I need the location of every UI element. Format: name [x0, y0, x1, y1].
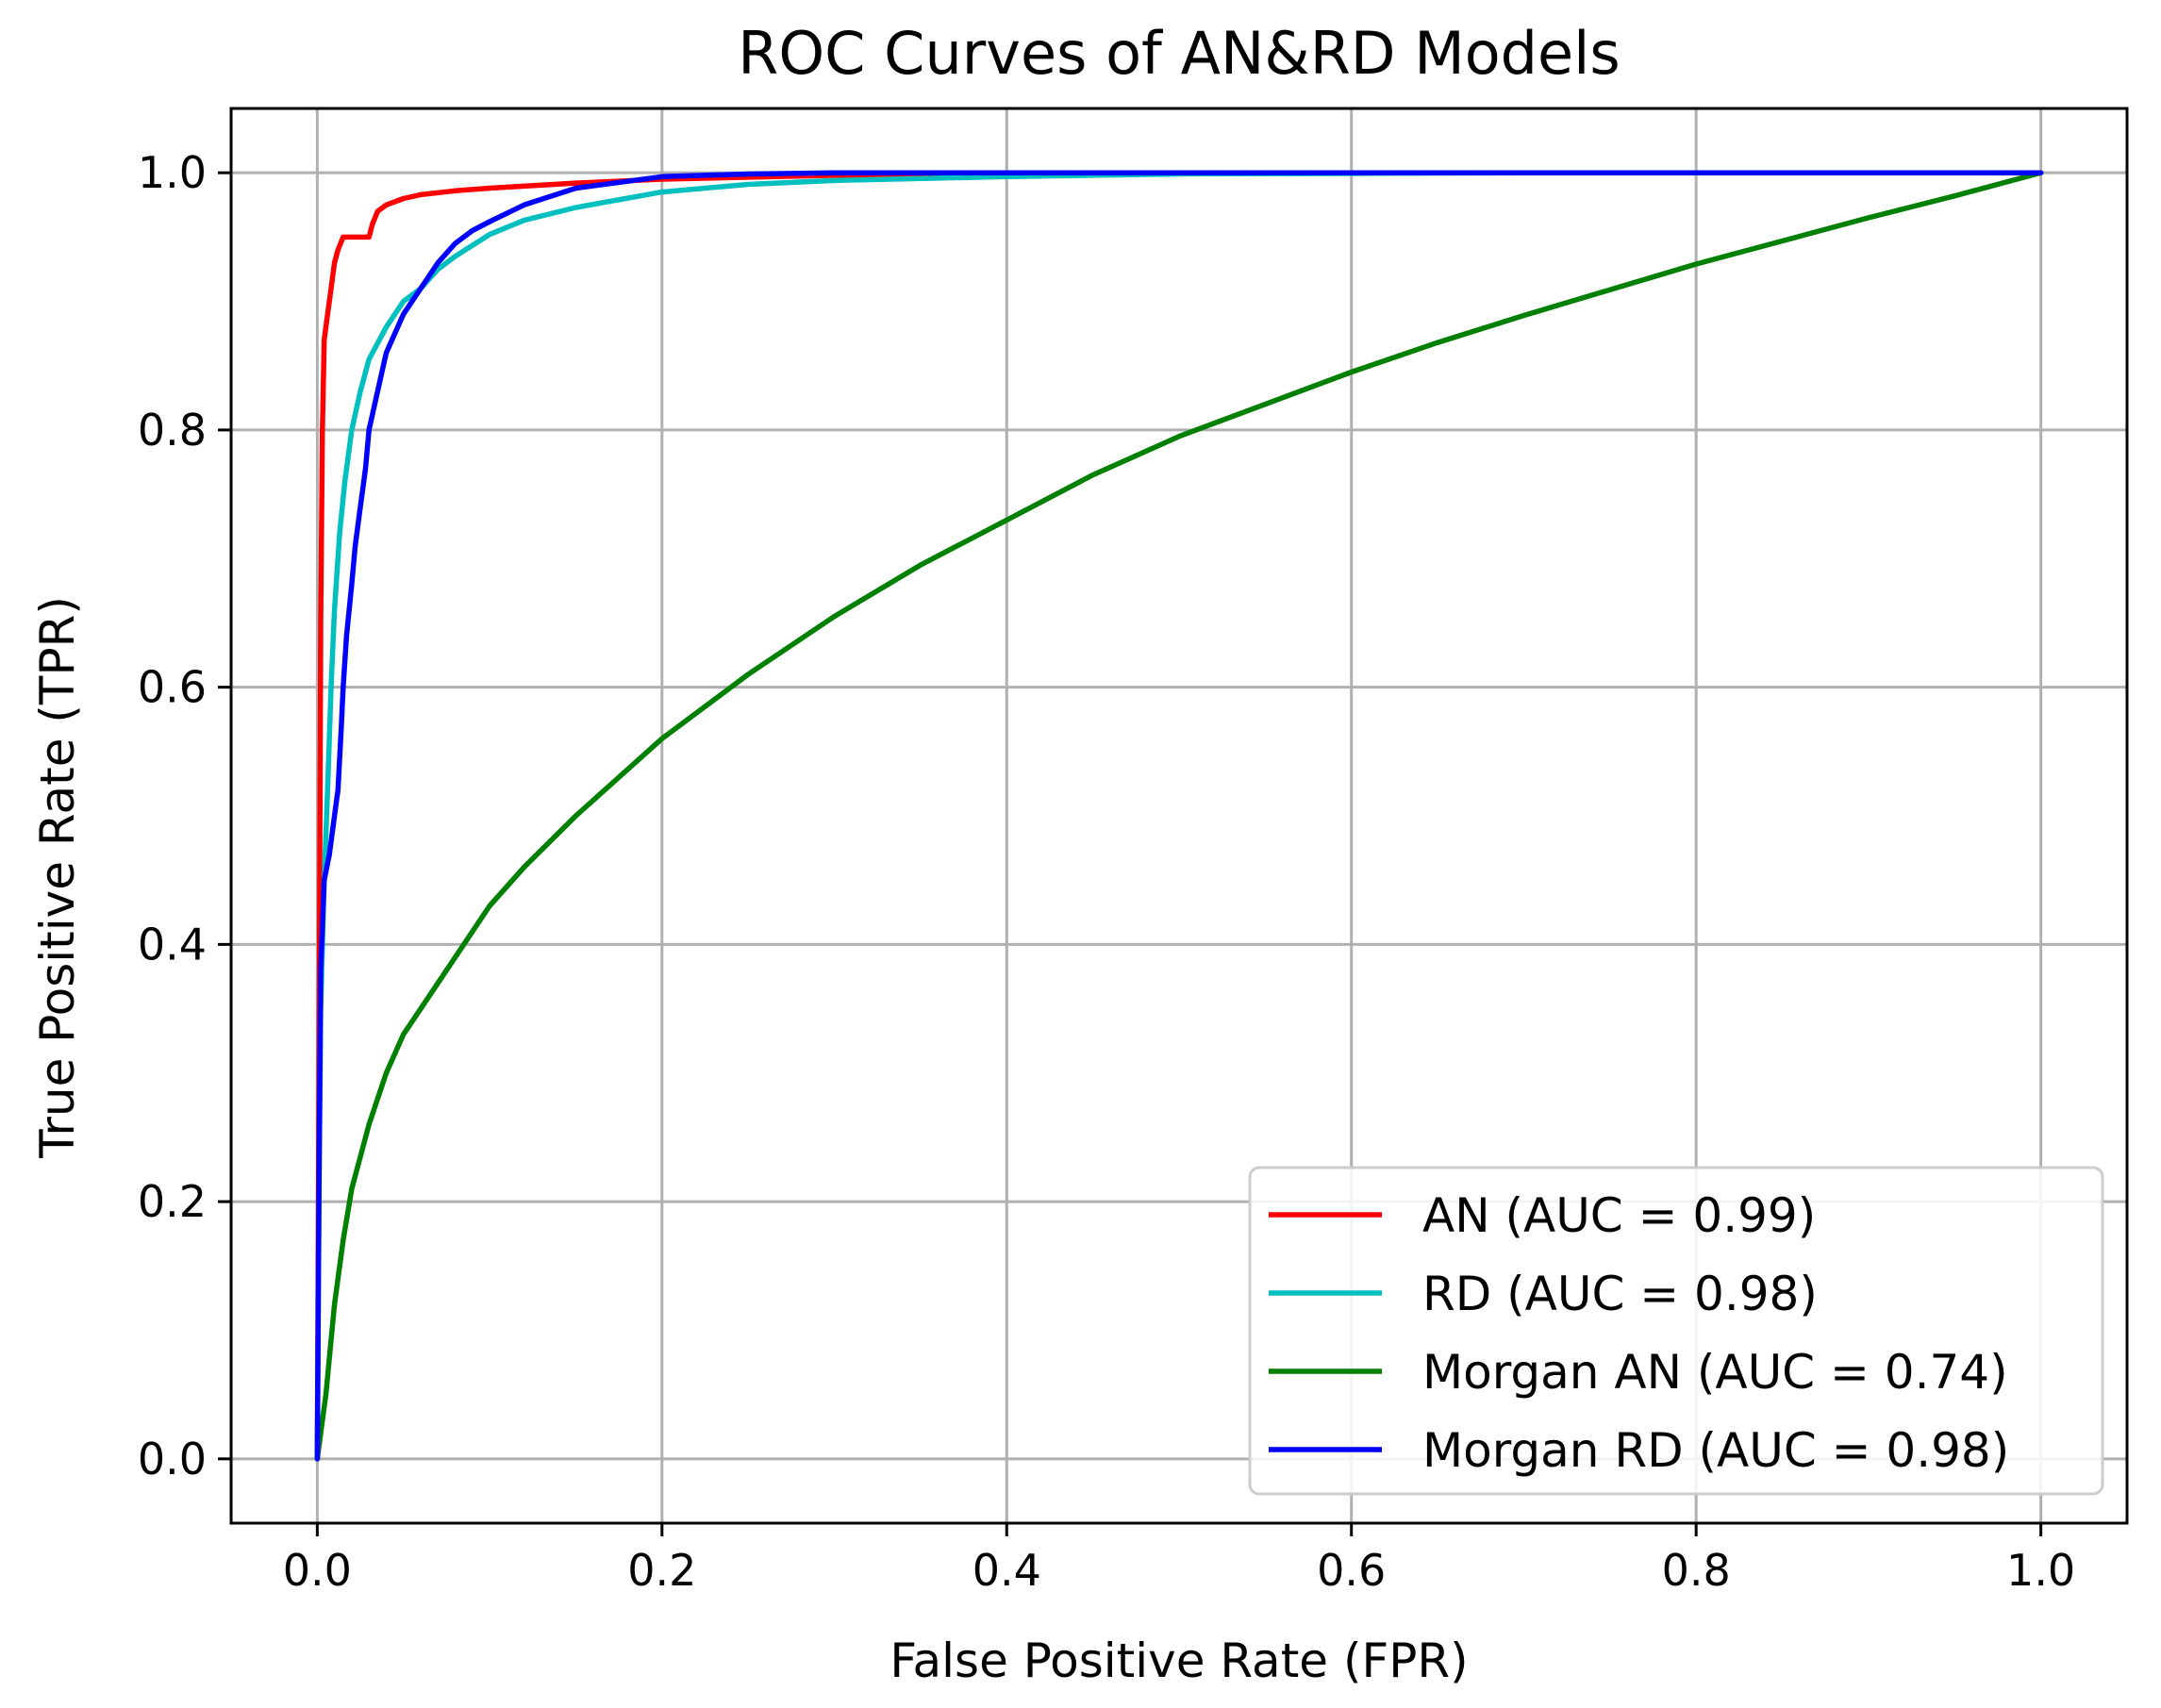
plot-frame	[229, 107, 2129, 1525]
y-tick-label: 0.2	[138, 1176, 207, 1227]
series-line-3	[314, 170, 2044, 1462]
y-tick-label: 0.6	[138, 662, 207, 713]
chart-title: ROC Curves of AN&RD Models	[738, 19, 1620, 88]
series-line-2	[314, 170, 2044, 1462]
y-tick-label: 1.0	[138, 147, 207, 198]
series-lines	[314, 170, 2044, 1462]
y-tick-label: 0.0	[138, 1434, 207, 1484]
ticks: 0.0 0.2 0.4 0.6 0.8 1.0 0.0 0.2 0.4 0.6 0.8 1.0	[138, 147, 2075, 1596]
x-tick-label: 0.2	[627, 1545, 696, 1596]
series-line-1	[314, 170, 2044, 1462]
legend-label-3: Morgan AN (AUC = 0.74)	[1422, 1345, 2008, 1400]
y-tick-label: 0.8	[138, 405, 207, 456]
x-tick-label: 0.6	[1317, 1545, 1386, 1596]
legend: AN (AUC = 0.99) RD (AUC = 0.98) Morgan AN …	[1248, 1166, 2104, 1496]
y-tick-label: 0.4	[138, 919, 207, 970]
x-tick-label: 0.0	[283, 1545, 352, 1596]
x-tick-label: 0.4	[972, 1545, 1041, 1596]
x-tick-label: 0.8	[1662, 1545, 1731, 1596]
x-tick-label: 1.0	[2006, 1545, 2075, 1596]
legend-label-4: Morgan RD (AUC = 0.98)	[1422, 1423, 2009, 1478]
legend-label-1: AN (AUC = 0.99)	[1422, 1188, 1816, 1243]
legend-label-2: RD (AUC = 0.98)	[1422, 1267, 1818, 1321]
series-line-4	[314, 170, 2044, 1462]
legend-box	[1248, 1166, 2104, 1496]
y-axis-label: True Positive Rate (TPR)	[30, 596, 85, 1159]
x-axis-label: False Positive Rate (FPR)	[889, 1633, 1468, 1688]
grid-lines	[231, 108, 2127, 1523]
